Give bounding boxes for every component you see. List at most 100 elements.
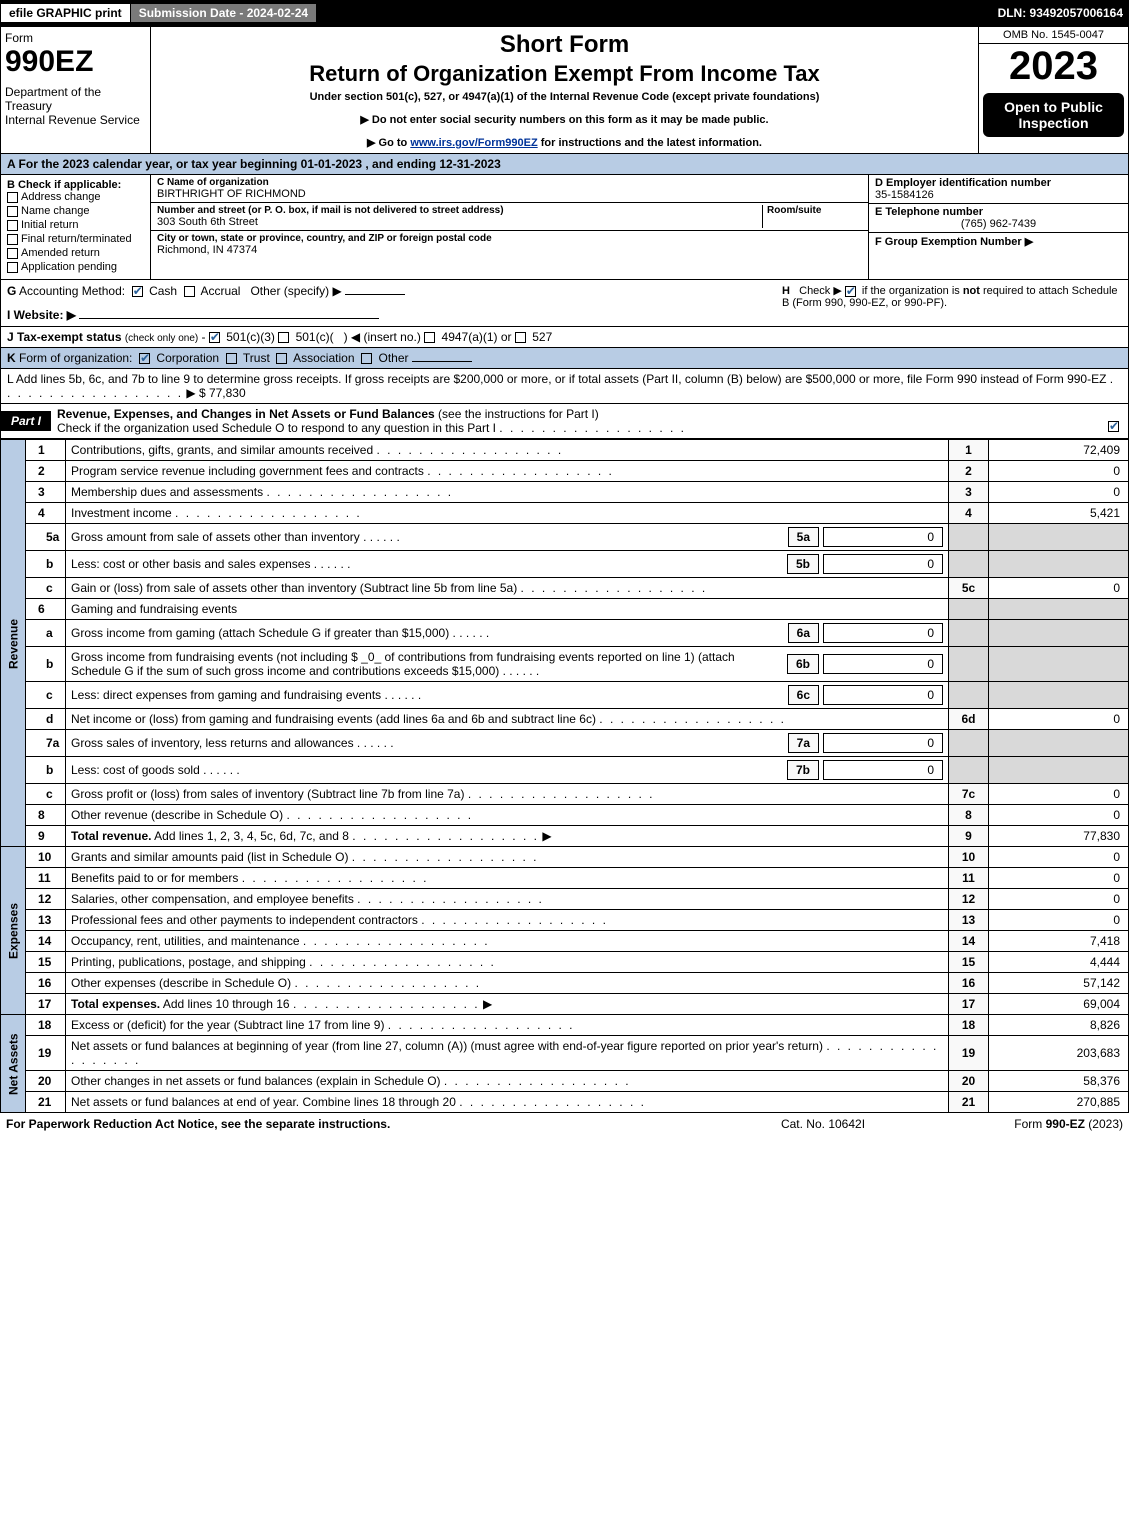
title-short-form: Short Form (159, 31, 970, 59)
ein: 35-1584126 (875, 189, 1122, 201)
line-row: Net Assets18Excess or (deficit) for the … (1, 1015, 1129, 1036)
d-label: D Employer identification number (875, 177, 1122, 189)
row-a: A For the 2023 calendar year, or tax yea… (0, 154, 1129, 175)
line-val: 203,683 (989, 1036, 1129, 1071)
note-ssn: ▶ Do not enter social security numbers o… (159, 113, 970, 126)
line-num: 14 (26, 931, 66, 952)
line-desc: Salaries, other compensation, and employ… (66, 889, 949, 910)
line-val: 57,142 (989, 973, 1129, 994)
col-b: B Check if applicable: Address change Na… (1, 175, 151, 279)
submission-date: Submission Date - 2024-02-24 (131, 4, 316, 22)
line-val: 0 (989, 709, 1129, 730)
lines-table: Revenue1Contributions, gifts, grants, an… (0, 439, 1129, 1113)
line-num: 11 (26, 868, 66, 889)
b-opt-5: Application pending (21, 261, 117, 273)
line-box: 3 (949, 482, 989, 503)
line-desc: Other changes in net assets or fund bala… (66, 1071, 949, 1092)
chk-527[interactable] (515, 332, 526, 343)
line-box-grey (949, 599, 989, 620)
chk-sched-b[interactable] (845, 286, 856, 297)
h-check: H Check ▶ if the organization is not req… (782, 284, 1122, 322)
form-header-mid: Short Form Return of Organization Exempt… (151, 27, 978, 153)
department: Department of the Treasury Internal Reve… (5, 85, 146, 127)
inline-box: 6b (787, 654, 819, 674)
line-row: bGross income from fundraising events (n… (1, 647, 1129, 682)
line-row: 13Professional fees and other payments t… (1, 910, 1129, 931)
line-row: cGain or (loss) from sale of assets othe… (1, 578, 1129, 599)
chk-501c3[interactable] (209, 332, 220, 343)
line-desc: Grants and similar amounts paid (list in… (66, 847, 949, 868)
line-box: 7c (949, 784, 989, 805)
line-num: 9 (26, 826, 66, 847)
line-desc: Professional fees and other payments to … (66, 910, 949, 931)
line-desc: Gaming and fundraising events (66, 599, 949, 620)
line-num: c (26, 578, 66, 599)
line-desc: Excess or (deficit) for the year (Subtra… (66, 1015, 949, 1036)
note-goto: ▶ Go to www.irs.gov/Form990EZ for instru… (159, 136, 970, 149)
line-num: 16 (26, 973, 66, 994)
row-l: L Add lines 5b, 6c, and 7b to line 9 to … (0, 369, 1129, 404)
line-val: 72,409 (989, 440, 1129, 461)
org-address: 303 South 6th Street (157, 216, 762, 228)
line-num: 20 (26, 1071, 66, 1092)
line-row: 11Benefits paid to or for members 110 (1, 868, 1129, 889)
f-label: F Group Exemption Number ▶ (875, 236, 1033, 248)
chk-name-change[interactable] (7, 206, 18, 217)
chk-address-change[interactable] (7, 192, 18, 203)
part-i-header: Part I Revenue, Expenses, and Changes in… (0, 404, 1129, 439)
line-val-grey (989, 682, 1129, 709)
line-desc: Gross sales of inventory, less returns a… (66, 730, 949, 757)
chk-sched-o[interactable] (1108, 421, 1119, 432)
chk-assoc[interactable] (276, 353, 287, 364)
line-row: aGross income from gaming (attach Schedu… (1, 620, 1129, 647)
line-box-grey (949, 682, 989, 709)
line-box-grey (949, 524, 989, 551)
line-desc: Total revenue. Add lines 1, 2, 3, 4, 5c,… (66, 826, 949, 847)
efile-print-button[interactable]: efile GRAPHIC print (0, 3, 131, 23)
line-row: 16Other expenses (describe in Schedule O… (1, 973, 1129, 994)
footer-right: Form 990-EZ (2023) (923, 1117, 1123, 1131)
line-desc: Less: direct expenses from gaming and fu… (66, 682, 949, 709)
b-opt-0: Address change (21, 191, 101, 203)
line-row: 5aGross amount from sale of assets other… (1, 524, 1129, 551)
line-box: 13 (949, 910, 989, 931)
line-box: 15 (949, 952, 989, 973)
chk-initial-return[interactable] (7, 220, 18, 231)
line-num: 1 (26, 440, 66, 461)
line-num: 6 (26, 599, 66, 620)
c-name-label: C Name of organization (157, 177, 862, 188)
line-num: 13 (26, 910, 66, 931)
line-val-grey (989, 757, 1129, 784)
line-num: c (26, 784, 66, 805)
chk-application-pending[interactable] (7, 262, 18, 273)
l-text: L Add lines 5b, 6c, and 7b to line 9 to … (7, 372, 1106, 386)
line-row: dNet income or (loss) from gaming and fu… (1, 709, 1129, 730)
line-box: 14 (949, 931, 989, 952)
chk-501c[interactable] (278, 332, 289, 343)
line-box: 11 (949, 868, 989, 889)
line-box: 21 (949, 1092, 989, 1113)
line-row: Expenses10Grants and similar amounts pai… (1, 847, 1129, 868)
inline-box: 7b (787, 760, 819, 780)
chk-accrual[interactable] (184, 286, 195, 297)
line-desc: Membership dues and assessments (66, 482, 949, 503)
chk-corp[interactable] (139, 353, 150, 364)
chk-4947[interactable] (424, 332, 435, 343)
irs-link[interactable]: www.irs.gov/Form990EZ (410, 137, 537, 149)
inline-box: 7a (788, 733, 819, 753)
line-box: 8 (949, 805, 989, 826)
chk-cash[interactable] (132, 286, 143, 297)
form-header-left: Form 990EZ Department of the Treasury In… (1, 27, 151, 153)
line-row: 9Total revenue. Add lines 1, 2, 3, 4, 5c… (1, 826, 1129, 847)
line-num: d (26, 709, 66, 730)
line-num: 10 (26, 847, 66, 868)
line-box: 12 (949, 889, 989, 910)
chk-amended[interactable] (7, 248, 18, 259)
chk-final-return[interactable] (7, 234, 18, 245)
line-num: 8 (26, 805, 66, 826)
chk-other[interactable] (361, 353, 372, 364)
line-val-grey (989, 647, 1129, 682)
line-box: 2 (949, 461, 989, 482)
inline-val: 0 (823, 733, 943, 753)
chk-trust[interactable] (226, 353, 237, 364)
